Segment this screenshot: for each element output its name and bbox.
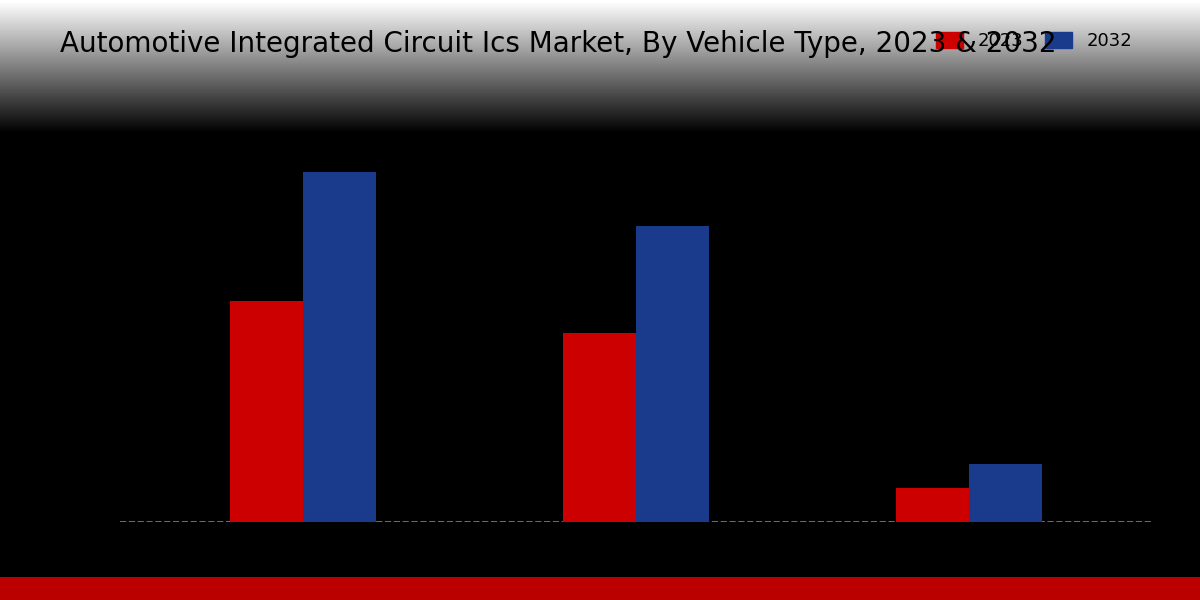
Bar <box>895 488 968 522</box>
Y-axis label: Market Size in USD Billion: Market Size in USD Billion <box>91 202 109 434</box>
Legend: 2023, 2032: 2023, 2032 <box>925 21 1142 61</box>
Text: Automotive Integrated Circuit Ics Market, By Vehicle Type, 2023 & 2032: Automotive Integrated Circuit Ics Market… <box>60 30 1056 58</box>
Bar <box>563 332 636 522</box>
Bar <box>636 226 709 522</box>
Bar <box>304 172 377 522</box>
Text: 22.73: 22.73 <box>206 280 260 298</box>
Bar <box>968 464 1042 522</box>
Bar <box>230 301 304 522</box>
